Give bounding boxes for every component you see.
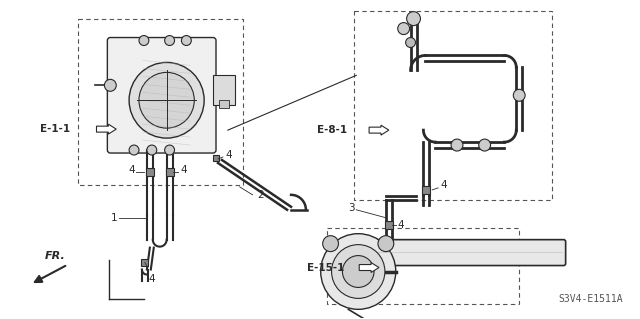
Circle shape	[451, 139, 463, 151]
Circle shape	[164, 145, 175, 155]
Circle shape	[397, 23, 410, 34]
Circle shape	[104, 79, 116, 91]
Circle shape	[332, 245, 385, 298]
Bar	[326, 228, 519, 304]
Bar	[166, 168, 173, 176]
Text: 3: 3	[348, 203, 355, 213]
Circle shape	[164, 35, 175, 46]
Bar	[146, 168, 154, 176]
Circle shape	[342, 256, 374, 287]
Text: 1: 1	[111, 213, 117, 223]
Circle shape	[323, 236, 339, 252]
Circle shape	[139, 72, 195, 128]
Circle shape	[479, 139, 491, 151]
Bar	[77, 19, 243, 185]
FancyArrow shape	[369, 125, 389, 135]
Text: S3V4-E1511A: S3V4-E1511A	[559, 294, 623, 304]
Text: 2: 2	[257, 190, 264, 200]
Circle shape	[378, 236, 394, 252]
Text: E-1-1: E-1-1	[40, 124, 70, 134]
Circle shape	[147, 145, 157, 155]
Bar	[213, 75, 235, 105]
Text: E-15-1: E-15-1	[307, 263, 344, 272]
Circle shape	[139, 35, 149, 46]
Bar	[385, 221, 393, 229]
Text: 4: 4	[129, 165, 135, 175]
FancyBboxPatch shape	[364, 240, 566, 265]
FancyArrow shape	[97, 124, 116, 134]
Bar	[219, 100, 229, 108]
Circle shape	[513, 89, 525, 101]
Circle shape	[181, 35, 191, 46]
Text: E-8-1: E-8-1	[317, 125, 347, 135]
Bar	[141, 259, 148, 266]
Circle shape	[406, 38, 415, 48]
Bar	[422, 186, 430, 194]
Text: 4: 4	[397, 220, 404, 230]
FancyArrow shape	[359, 263, 379, 272]
Bar	[212, 154, 220, 161]
Circle shape	[406, 12, 420, 26]
Circle shape	[321, 234, 396, 309]
Bar	[355, 11, 552, 200]
Text: 4: 4	[148, 273, 155, 284]
Text: 4: 4	[226, 150, 232, 160]
Text: FR.: FR.	[45, 250, 65, 261]
Circle shape	[129, 63, 204, 138]
Text: 4: 4	[440, 180, 447, 190]
Circle shape	[129, 145, 139, 155]
FancyBboxPatch shape	[108, 38, 216, 153]
Text: 4: 4	[180, 165, 187, 175]
